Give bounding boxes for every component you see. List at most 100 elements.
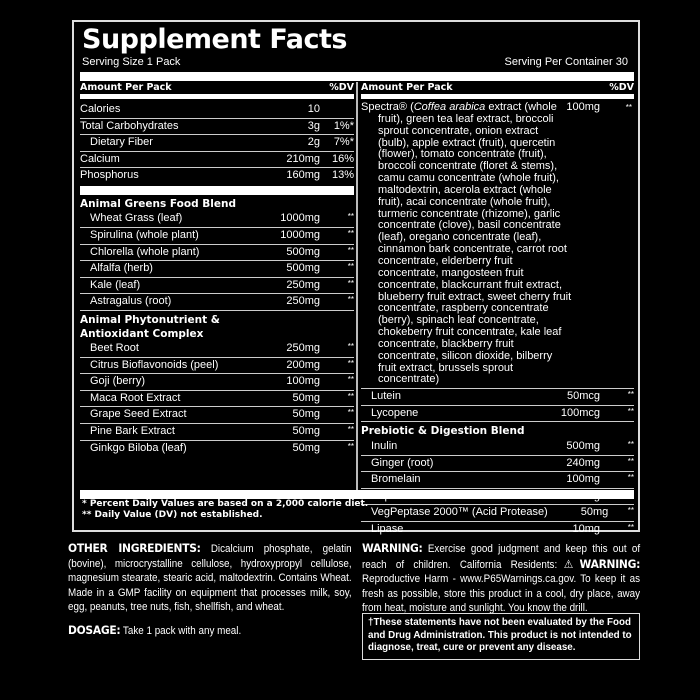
ingredient-name: Dietary Fiber xyxy=(90,136,153,149)
ingredient-row: Spirulina (whole plant) 1000mg ** xyxy=(80,228,354,245)
column-divider xyxy=(356,82,358,490)
divider-bar xyxy=(80,72,634,81)
divider-bar xyxy=(80,94,354,99)
ingredient-dv: ** xyxy=(347,262,354,272)
ingredient-amount: 100mcg xyxy=(560,406,600,419)
right-header: Amount Per Pack %DV xyxy=(361,82,634,94)
ingredient-amount: 100mg xyxy=(566,473,600,486)
ingredient-row: Calories 10 xyxy=(80,102,354,119)
prop65-warning-label: ⚠WARNING: xyxy=(557,556,641,571)
ingredient-amount: 100mg xyxy=(286,375,320,388)
left-header: Amount Per Pack %DV xyxy=(80,82,354,94)
ingredient-name: Goji (berry) xyxy=(90,375,146,388)
ingredient-dv: 13% xyxy=(331,169,354,182)
ingredient-amount: 50mg xyxy=(292,425,320,437)
ingredient-row: Astragalus (root) 250mg ** xyxy=(80,294,354,312)
ingredient-dv: ** xyxy=(347,245,354,255)
ingredient-name: Citrus Bioflavonoids (peel) xyxy=(90,358,219,371)
ingredient-dv xyxy=(320,102,354,118)
spectra-amount: 100mg xyxy=(566,101,600,113)
warning-label: WARNING: xyxy=(362,541,423,555)
ingredient-amount: 10 xyxy=(307,103,320,115)
divider-bar xyxy=(361,94,634,99)
ingredient-row: Citrus Bioflavonoids (peel) 200mg ** xyxy=(80,358,354,375)
blend-title: Prebiotic & Digestion Blend xyxy=(361,425,525,438)
ingredient-dv: ** xyxy=(627,456,634,466)
ingredient-dv: 1%* xyxy=(333,119,354,132)
ingredient-name: Calories xyxy=(80,103,121,115)
ingredient-row: Alfalfa (herb) 500mg ** xyxy=(80,261,354,278)
ingredient-dv: ** xyxy=(347,295,354,305)
blend-title: Animal Phytonutrient & Antioxidant Compl… xyxy=(80,314,220,340)
ingredient-dv: ** xyxy=(347,375,354,385)
dosage: DOSAGE: Take 1 pack with any meal. xyxy=(68,623,352,639)
ingredient-amount: 50mg xyxy=(292,441,320,454)
ingredient-amount: 500mg xyxy=(566,439,600,452)
spectra-prefix: Spectra® ( xyxy=(361,101,414,113)
ingredient-name: Pine Bark Extract xyxy=(90,425,175,437)
ingredient-name: Astragalus (root) xyxy=(90,295,172,308)
ingredient-row: Phosphorus 160mg 13% xyxy=(80,168,354,185)
ingredient-amount: 50mcg xyxy=(566,390,600,403)
ingredient-dv: ** xyxy=(347,358,354,368)
ingredient-dv: ** xyxy=(347,278,354,288)
ingredient-name: Bromelain xyxy=(371,473,421,486)
ingredient-row: Dietary Fiber 2g 7%* xyxy=(80,135,354,152)
fda-disclaimer: †These statements have not been evaluate… xyxy=(362,613,640,660)
ingredient-amount: 2g xyxy=(307,136,320,149)
spectra-text: extract (whole fruit), green tea leaf ex… xyxy=(378,101,572,386)
ingredient-row: Lycopene 100mcg ** xyxy=(361,406,634,423)
prop65-warning-text: Reproductive Harm - www.P65Warnings.ca.g… xyxy=(362,573,641,614)
ingredient-amount: 250mg xyxy=(286,295,320,308)
ingredient-name: Ginkgo Biloba (leaf) xyxy=(90,441,187,454)
ingredient-amount: 500mg xyxy=(286,245,320,258)
ingredient-name: Spirulina (whole plant) xyxy=(90,229,199,242)
ingredient-row: Chlorella (whole plant) 500mg ** xyxy=(80,245,354,262)
ingredient-row: Grape Seed Extract 50mg ** xyxy=(80,407,354,424)
amount-header: Amount Per Pack xyxy=(80,82,172,93)
amount-header: Amount Per Pack xyxy=(361,82,453,93)
ingredient-name: Wheat Grass (leaf) xyxy=(90,212,183,225)
warning-text: Exercise good judgment and keep this out… xyxy=(362,543,641,571)
ingredient-row: Bromelain 100mg ** xyxy=(361,472,634,489)
other-ingredients-text: Dicalcium phosphate, gelatin (bovine), m… xyxy=(68,543,352,613)
ingredient-name: Ginger (root) xyxy=(371,456,434,469)
ingredient-name: Alfalfa (herb) xyxy=(90,262,153,275)
servings-per-container: Serving Per Container 30 xyxy=(504,56,628,68)
other-ingredients-label: OTHER INGREDIENTS: xyxy=(68,541,201,555)
ingredient-row: Lutein 50mcg ** xyxy=(361,389,634,406)
panel-title: Supplement Facts xyxy=(82,24,347,55)
ingredient-name: Total Carbohydrates xyxy=(80,119,179,132)
serving-size: Serving Size 1 Pack xyxy=(82,56,181,68)
ingredient-name: Grape Seed Extract xyxy=(90,408,187,421)
other-ingredients: OTHER INGREDIENTS: Dicalcium phosphate, … xyxy=(68,541,352,615)
spectra-ingredient: Spectra® (Coffea arabica extract (whole … xyxy=(361,101,634,390)
left-column: Amount Per Pack %DV Calories 10 Total Carbo… xyxy=(80,82,354,457)
ingredient-name: Beet Root xyxy=(90,342,139,355)
ingredient-amount: 10mg xyxy=(572,522,600,535)
ingredient-name: Calcium xyxy=(80,152,120,165)
ingredient-row: Lipase 10mg ** xyxy=(361,522,634,539)
ingredient-dv: ** xyxy=(347,342,354,352)
dv-header: %DV xyxy=(609,82,634,93)
ingredient-amount: 200mg xyxy=(286,358,320,371)
ingredient-dv: ** xyxy=(347,408,354,418)
ingredient-row: Goji (berry) 100mg ** xyxy=(80,374,354,391)
ingredient-name: Lutein xyxy=(371,390,401,403)
spectra-italic: Coffea arabica xyxy=(413,101,486,113)
footnote-percent-dv: * Percent Daily Values are based on a 2,… xyxy=(82,499,369,509)
ingredient-dv: ** xyxy=(347,229,354,239)
supplement-facts-panel: Supplement Facts Serving Size 1 Pack Ser… xyxy=(72,20,640,535)
ingredient-name: Kale (leaf) xyxy=(90,278,141,291)
footnote-dv-not-established: ** Daily Value (DV) not established. xyxy=(82,510,263,520)
dv-header: %DV xyxy=(329,82,354,93)
right-column: Amount Per Pack %DV Spectra® (Coffea arab… xyxy=(361,82,634,539)
ingredient-dv: ** xyxy=(627,506,634,516)
ingredient-row: Total Carbohydrates 3g 1%* xyxy=(80,119,354,136)
ingredient-row: Ginkgo Biloba (leaf) 50mg ** xyxy=(80,441,354,458)
ingredient-row: Maca Root Extract 50mg ** xyxy=(80,391,354,408)
ingredient-row: Calcium 210mg 16% xyxy=(80,152,354,169)
ingredient-amount: 500mg xyxy=(286,262,320,275)
ingredient-name: Inulin xyxy=(371,439,398,452)
ingredient-row: Pine Bark Extract 50mg ** xyxy=(80,424,354,441)
